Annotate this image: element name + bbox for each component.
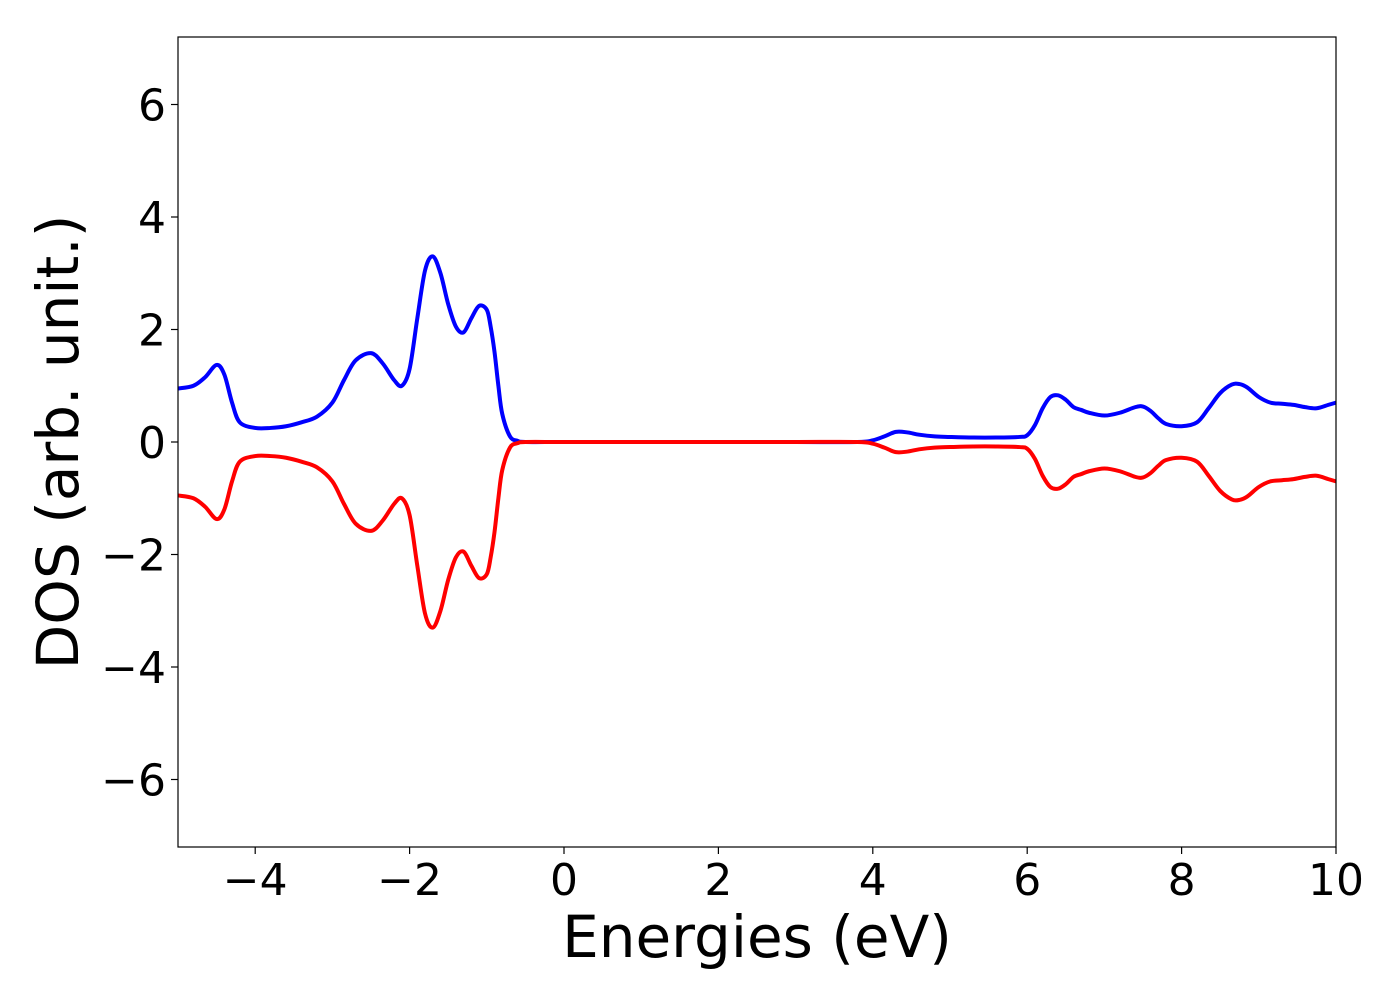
y-axis-label: DOS (arb. unit.) — [24, 215, 92, 670]
dos-line-series-1 — [177, 254, 1337, 445]
dos-line-series-2 — [177, 439, 1337, 630]
y-tick-label: 2 — [138, 306, 166, 357]
x-tick-label: 0 — [550, 855, 578, 906]
x-tick-label: 2 — [704, 855, 732, 906]
y-tick-label: −2 — [101, 531, 166, 582]
y-tick-label: −6 — [101, 756, 166, 807]
x-tick-label: 8 — [1168, 855, 1196, 906]
x-tick-label: 4 — [859, 855, 887, 906]
x-tick-label: 10 — [1308, 855, 1364, 906]
y-tick-label: −4 — [101, 643, 166, 694]
x-tick-label: −4 — [223, 855, 288, 906]
y-tick-label: 6 — [138, 81, 166, 132]
x-axis-ticks: −4 −2 0 2 4 6 8 10 — [223, 847, 1364, 906]
y-tick-label: 0 — [138, 418, 166, 469]
series-layer — [177, 254, 1337, 630]
y-tick-label: 4 — [138, 193, 166, 244]
x-axis-label: Energies (eV) — [562, 903, 952, 971]
x-tick-label: −2 — [377, 855, 442, 906]
x-tick-label: 6 — [1013, 855, 1041, 906]
y-axis-ticks: −6 −4 −2 0 2 4 6 — [101, 81, 178, 807]
